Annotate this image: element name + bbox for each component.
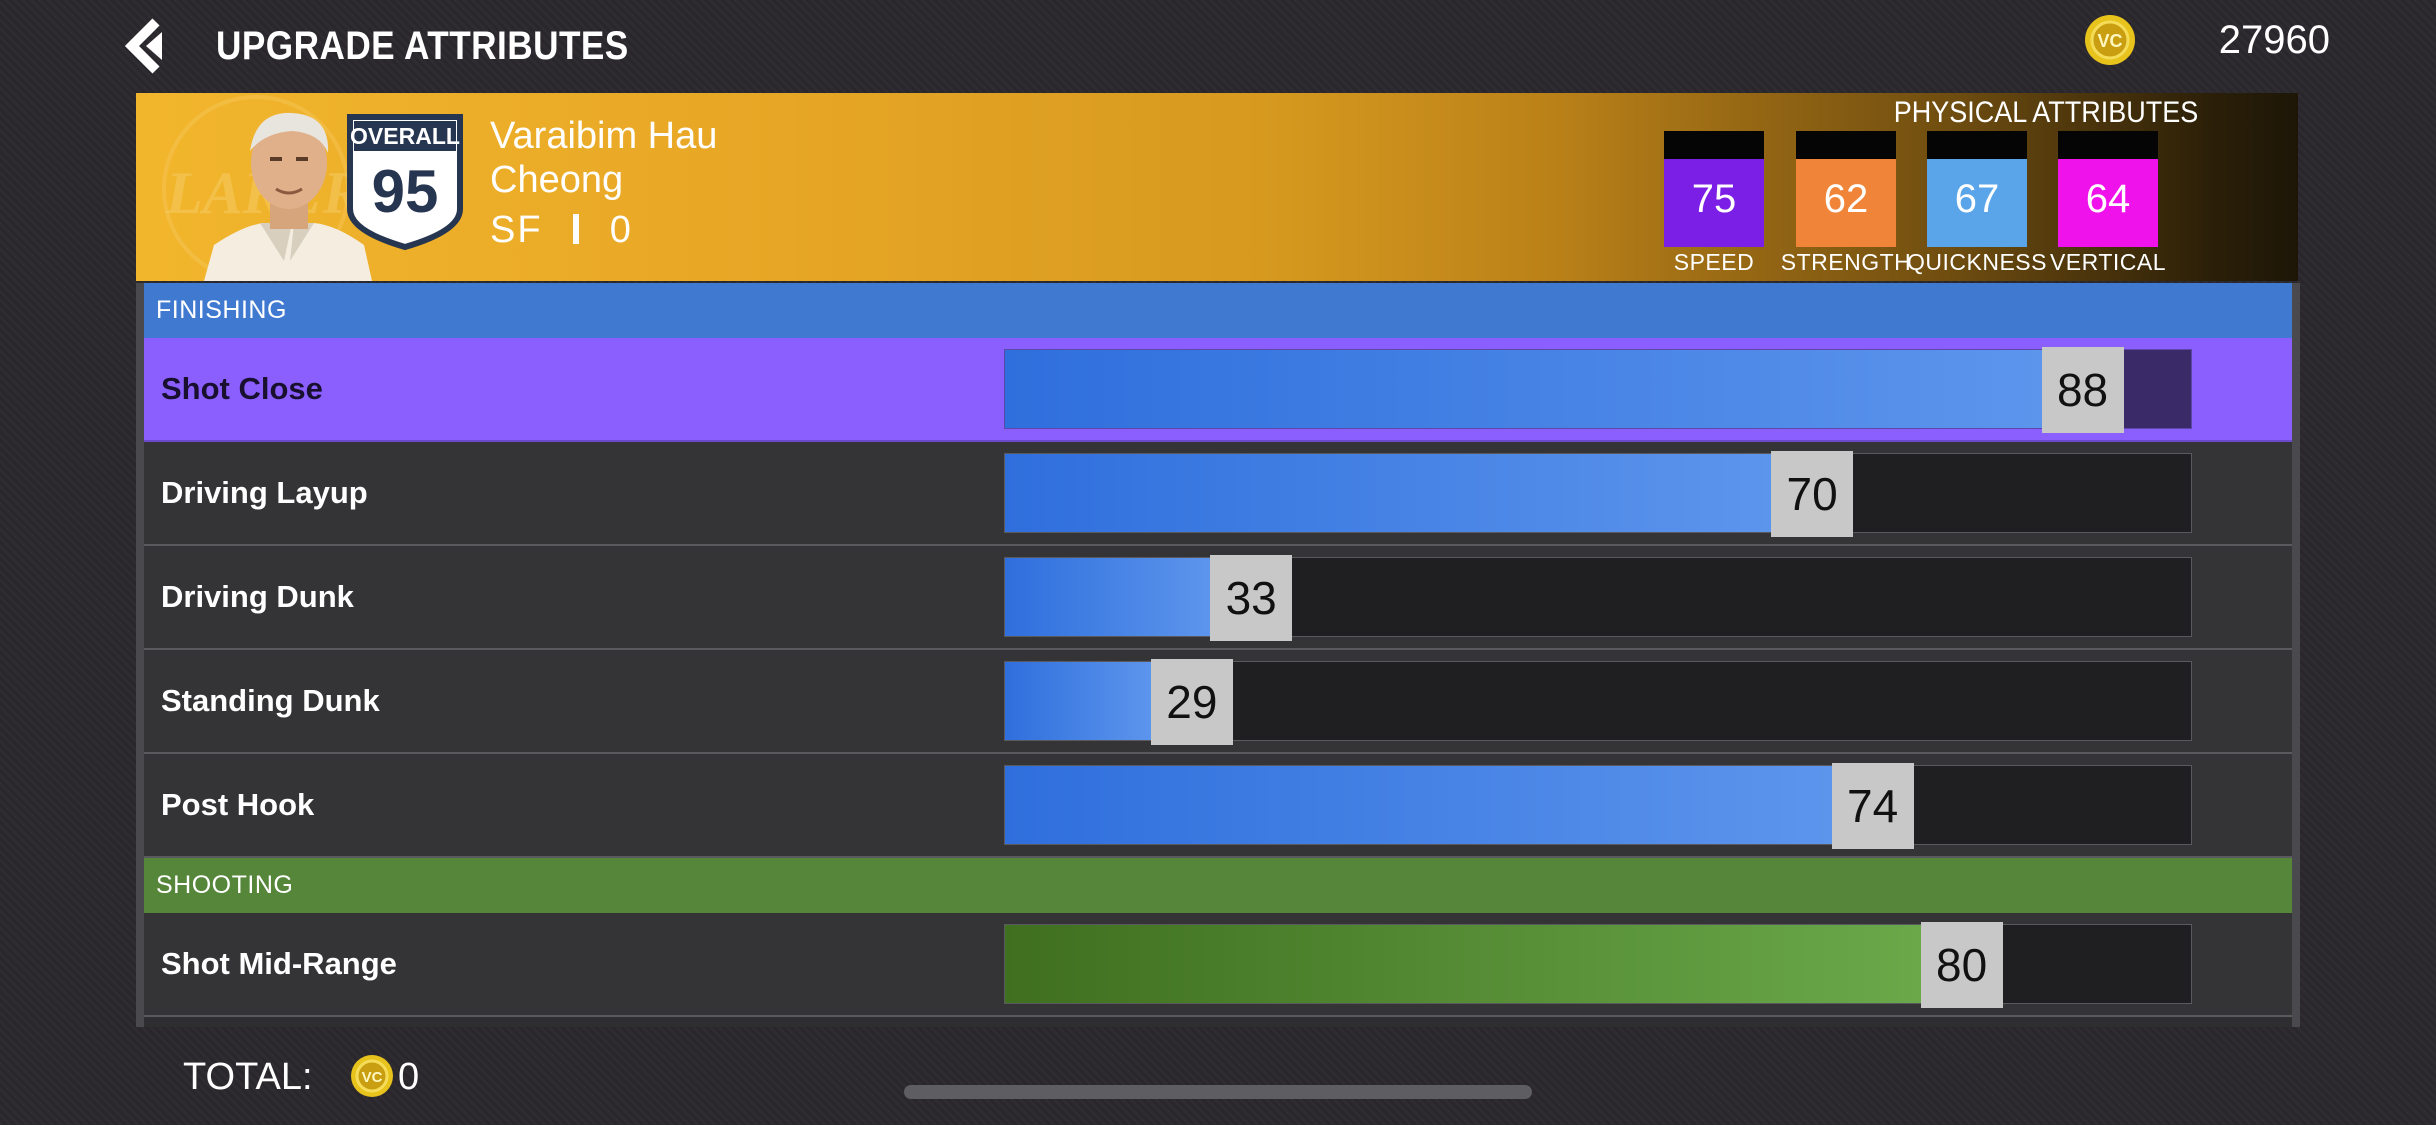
overall-rating: 95 <box>371 158 439 225</box>
attribute-row-standing-dunk[interactable]: Standing Dunk 29 <box>144 650 2292 754</box>
attribute-bar-fill <box>1005 766 1832 844</box>
attribute-row-driving-dunk[interactable]: Driving Dunk 33 <box>144 546 2292 650</box>
phys-speed-value: 75 <box>1664 159 1764 247</box>
phys-vertical: 64 <box>2058 131 2158 247</box>
separator <box>573 214 580 244</box>
attribute-label: Driving Layup <box>161 475 368 510</box>
attribute-row-shot-mid-range[interactable]: Shot Mid-Range 80 <box>144 913 2292 1017</box>
phys-speed: 75 <box>1664 131 1764 247</box>
player-portrait <box>204 112 372 281</box>
phys-strength-value: 62 <box>1796 159 1896 247</box>
attribute-row-driving-layup[interactable]: Driving Layup 70 <box>144 442 2292 546</box>
vc-coin-icon: VC <box>351 1055 393 1097</box>
attribute-bar[interactable]: 29 <box>1004 659 2192 745</box>
attribute-bar[interactable]: 33 <box>1004 555 2192 641</box>
back-arrow-icon <box>124 18 162 74</box>
player-position-number: SF 0 <box>490 209 633 252</box>
phys-quickness: 67 <box>1927 131 2027 247</box>
phys-vertical-label: VERTICAL <box>2049 249 2167 275</box>
attribute-value: 70 <box>1771 451 1854 537</box>
vc-balance: 27960 <box>2218 18 2330 62</box>
back-button[interactable] <box>122 18 178 74</box>
attribute-bar-fill <box>1005 350 2042 428</box>
list-right-edge <box>2292 283 2300 1027</box>
attribute-bar[interactable]: 80 <box>1004 922 2192 1008</box>
player-card: LAKERS OVERALL 95 Varaibim Hau Cheong SF… <box>136 93 2298 281</box>
attribute-row-post-hook[interactable]: Post Hook 74 <box>144 754 2292 858</box>
attribute-bar-fill <box>1005 558 1211 636</box>
vc-coin-icon: VC <box>2085 15 2135 65</box>
attribute-bar-fill <box>1005 662 1151 740</box>
player-position: SF <box>490 209 543 251</box>
phys-speed-label: SPEED <box>1673 249 1755 275</box>
attribute-bar-fill <box>1005 925 1921 1003</box>
player-jersey: 0 <box>609 209 633 251</box>
attribute-value: 74 <box>1831 763 1914 849</box>
attribute-label: Driving Dunk <box>161 579 354 614</box>
attribute-label: Shot Close <box>161 371 323 406</box>
phys-strength: 62 <box>1796 131 1896 247</box>
player-first-name: Varaibim Hau <box>490 115 718 157</box>
home-indicator[interactable] <box>904 1085 1532 1099</box>
phys-vertical-value: 64 <box>2058 159 2158 247</box>
attribute-label: Shot Mid-Range <box>161 946 397 981</box>
attribute-label: Standing Dunk <box>161 683 380 718</box>
attribute-row-shot-close[interactable]: Shot Close 88 <box>144 338 2292 442</box>
section-finishing: FINISHING <box>144 283 2292 338</box>
attribute-bar-fill <box>1005 454 1772 532</box>
attribute-value: 29 <box>1150 659 1233 745</box>
overall-badge <box>347 114 463 251</box>
overall-label: OVERALL <box>350 123 460 149</box>
attribute-value: 88 <box>2041 347 2124 433</box>
page-title: UPGRADE ATTRIBUTES <box>216 24 629 68</box>
attribute-value: 80 <box>1920 922 2003 1008</box>
attribute-label: Post Hook <box>161 787 315 822</box>
list-left-edge <box>136 283 144 1027</box>
total-cost: 0 <box>398 1056 420 1098</box>
phys-quickness-label: QUICKNESS <box>1907 249 2047 275</box>
svg-text:VC: VC <box>2097 31 2122 51</box>
total-label: TOTAL: <box>183 1056 313 1098</box>
attribute-list[interactable]: FINISHING Shot Close 88 Driving Layup 70… <box>144 283 2292 1027</box>
physical-attributes-title: PHYSICAL ATTRIBUTES <box>1893 96 2199 129</box>
attribute-bar[interactable]: 88 <box>1004 347 2192 433</box>
svg-text:VC: VC <box>362 1069 383 1086</box>
phys-quickness-value: 67 <box>1927 159 2027 247</box>
section-shooting: SHOOTING <box>144 858 2292 913</box>
attribute-bar[interactable]: 74 <box>1004 763 2192 849</box>
player-last-name: Cheong <box>490 159 624 201</box>
attribute-bar[interactable]: 70 <box>1004 451 2192 537</box>
phys-strength-label: STRENGTH <box>1780 249 1912 275</box>
attribute-value: 33 <box>1210 555 1293 641</box>
